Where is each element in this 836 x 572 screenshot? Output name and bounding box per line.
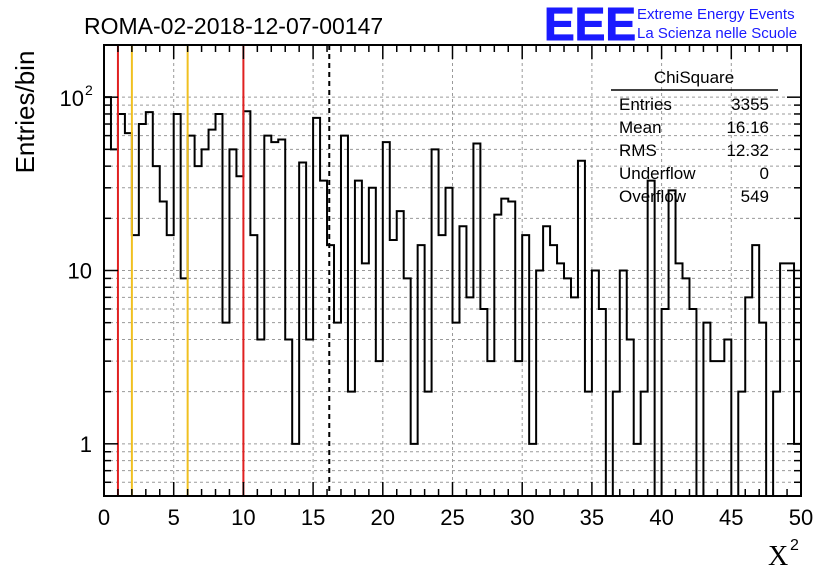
x-tick-label: 50 — [789, 505, 813, 530]
stats-value-mean: 16.16 — [726, 118, 769, 137]
stats-value-rms: 12.32 — [726, 141, 769, 160]
y-tick-label: 1 — [80, 432, 92, 457]
stats-value-underflow: 0 — [760, 164, 769, 183]
stats-value-overflow: 549 — [741, 187, 769, 206]
stats-value-entries: 3355 — [731, 95, 769, 114]
chart-title: ROMA-02-2018-12-07-00147 — [84, 13, 383, 39]
histogram — [103, 96, 801, 497]
x-tick-label: 20 — [371, 505, 395, 530]
y-axis-label: Entries/bin — [10, 51, 40, 174]
stats-label-entries: Entries — [619, 95, 672, 114]
histogram-step-line — [103, 96, 801, 497]
x-tick-label: 25 — [440, 505, 464, 530]
x-axis-label: X — [768, 541, 788, 572]
eee-logo-mark: EEE — [544, 0, 636, 50]
x-tick-label: 5 — [168, 505, 180, 530]
y-tick-label: 10 — [68, 259, 92, 284]
x-tick-label: 15 — [301, 505, 325, 530]
stats-title: ChiSquare — [654, 68, 734, 87]
eee-logo: EEE Extreme Energy Events La Scienza nel… — [544, 0, 798, 51]
x-tick-label: 30 — [510, 505, 534, 530]
x-tick-label: 40 — [649, 505, 673, 530]
logo-line-2: La Scienza nelle Scuole — [637, 25, 797, 42]
stats-box: ChiSquare Entries 3355 Mean 16.16 RMS 12… — [611, 68, 778, 206]
x-tick-label: 35 — [580, 505, 604, 530]
y-tick-label-exponent: 2 — [85, 82, 93, 98]
x-tick-label: 10 — [231, 505, 255, 530]
stats-label-rms: RMS — [619, 141, 657, 160]
y-tick-label: 10 — [60, 86, 84, 111]
stats-label-overflow: Overflow — [619, 187, 687, 206]
x-axis-label-superscript: 2 — [790, 537, 799, 554]
stats-label-mean: Mean — [619, 118, 662, 137]
stats-label-underflow: Underflow — [619, 164, 696, 183]
x-tick-label: 0 — [98, 505, 110, 530]
logo-line-1: Extreme Energy Events — [637, 6, 795, 23]
x-tick-label: 45 — [719, 505, 743, 530]
